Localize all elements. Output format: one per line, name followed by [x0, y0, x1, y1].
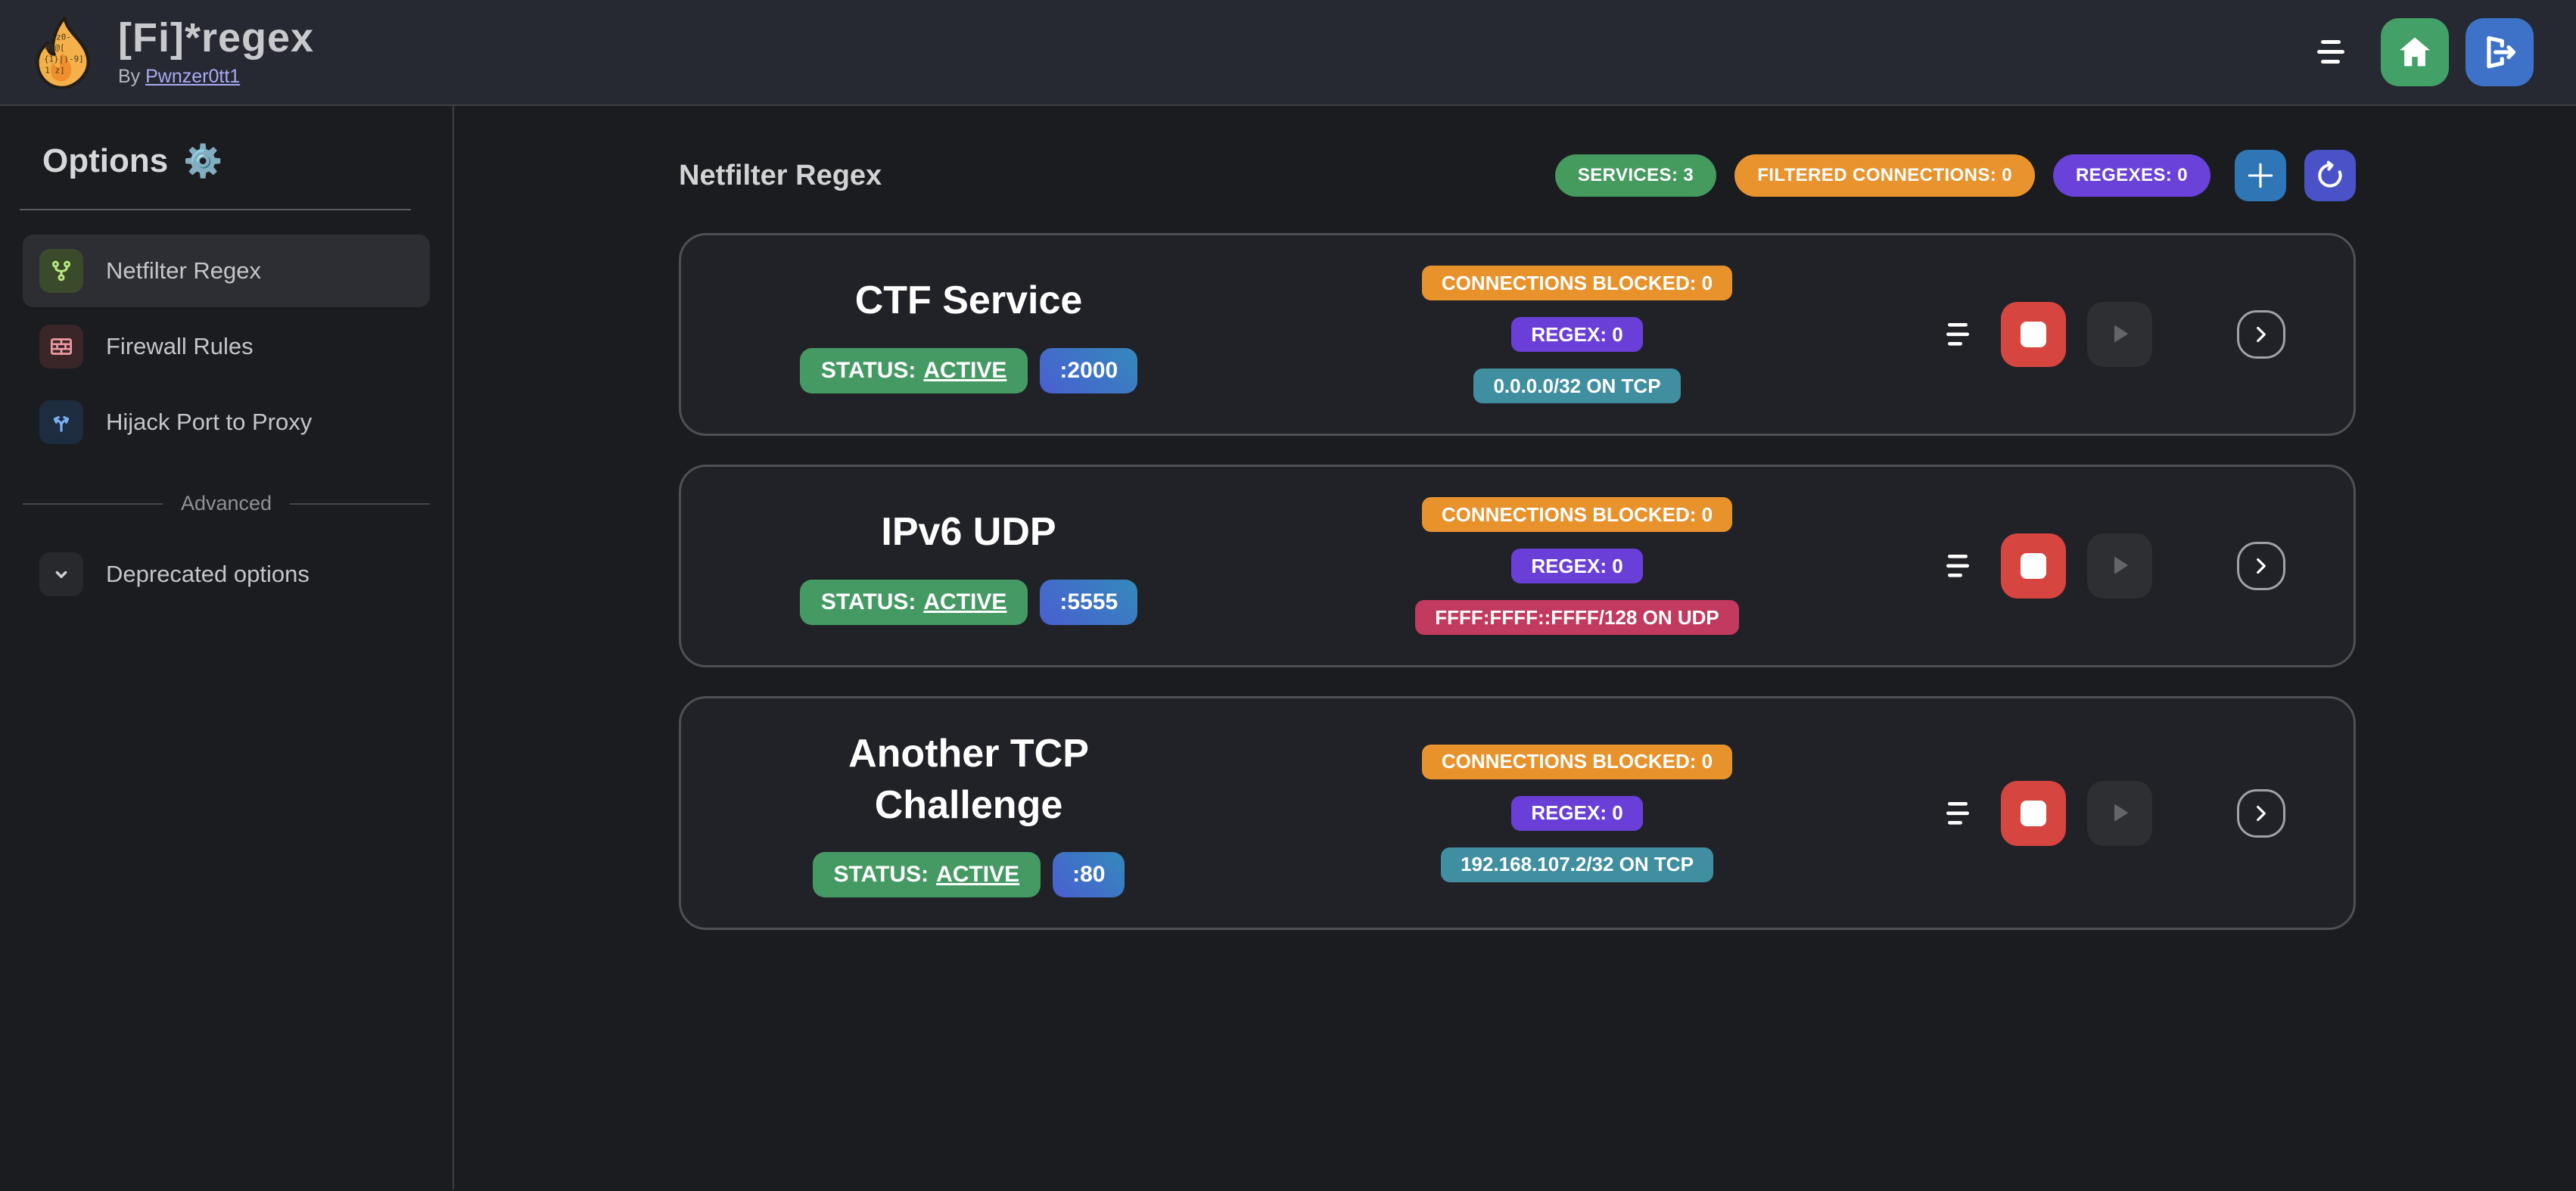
- menu-lines-icon: [1943, 552, 1974, 580]
- firegex-flame-logo: -z0- 0}@[ {1}|)-9] 1 z]: [36, 16, 90, 89]
- chevron-right-icon: [2249, 554, 2273, 578]
- stop-icon: [2021, 322, 2046, 347]
- start-service-button[interactable]: [2087, 780, 2152, 846]
- logout-button[interactable]: [2466, 18, 2534, 86]
- service-menu-button[interactable]: [1943, 321, 1974, 348]
- svg-text:-z0-: -z0-: [51, 33, 71, 42]
- service-name: IPv6 UDP: [881, 510, 1056, 555]
- plus-icon: [2244, 159, 2277, 192]
- port-badge: :2000: [1040, 347, 1138, 393]
- sidebar-item-label: Firewall Rules: [106, 333, 254, 359]
- filtered-connections-badge: FILTERED CONNECTIONS: 0: [1734, 154, 2035, 197]
- sidebar-divider: [20, 209, 411, 210]
- gear-icon: ⚙️: [183, 142, 223, 179]
- service-details-button[interactable]: [2237, 310, 2285, 359]
- service-card: CTF Service STATUS: ACTIVE :2000 CONNECTI…: [679, 233, 2356, 436]
- app-header: -z0- 0}@[ {1}|)-9] 1 z] [Fi]*regex By Pw…: [0, 0, 2576, 106]
- service-name: CTF Service: [854, 278, 1083, 323]
- service-list: CTF Service STATUS: ACTIVE :2000 CONNECTI…: [679, 233, 2356, 931]
- sidebar-item-netfilter-regex[interactable]: Netfilter Regex: [23, 235, 430, 307]
- service-card: IPv6 UDP STATUS: ACTIVE :5555 CONNECTIONS…: [679, 465, 2356, 667]
- regex-count-badge: REGEX: 0: [1511, 317, 1643, 352]
- service-details-button[interactable]: [2237, 788, 2285, 838]
- service-menu-button[interactable]: [1943, 800, 1974, 827]
- refresh-button[interactable]: [2304, 150, 2356, 201]
- chevron-down-icon: [39, 552, 83, 596]
- address-badge: FFFF:FFFF::FFFF/128 ON UDP: [1415, 600, 1739, 635]
- connections-blocked-badge: CONNECTIONS BLOCKED: 0: [1421, 497, 1733, 532]
- svg-text:1 z]: 1 z]: [45, 65, 64, 75]
- sidebar-heading: Options ⚙️: [42, 142, 223, 179]
- connections-blocked-badge: CONNECTIONS BLOCKED: 0: [1421, 744, 1733, 779]
- service-card: Another TCP Challenge STATUS: ACTIVE :80 …: [679, 696, 2356, 931]
- regexes-count-badge: REGEXES: 0: [2052, 154, 2210, 197]
- add-service-button[interactable]: [2235, 150, 2286, 201]
- stop-icon: [2021, 553, 2046, 579]
- home-icon: [2395, 33, 2434, 72]
- service-name: Another TCP Challenge: [848, 732, 1089, 827]
- chevron-right-icon: [2249, 322, 2273, 347]
- sidebar: Options ⚙️ Netfilter Regex: [0, 106, 454, 1189]
- sidebar-item-hijack-port[interactable]: Hijack Port to Proxy: [23, 386, 430, 459]
- regex-count-badge: REGEX: 0: [1511, 549, 1643, 583]
- menu-lines-icon: [1943, 321, 1974, 348]
- app-title: [Fi]*regex: [118, 15, 315, 61]
- play-icon: [2105, 551, 2135, 581]
- git-fork-icon: [39, 249, 83, 293]
- address-badge: 0.0.0.0/32 ON TCP: [1473, 368, 1681, 403]
- header-menu-icon[interactable]: [2314, 38, 2347, 67]
- sidebar-item-label: Deprecated options: [106, 561, 310, 587]
- status-badge: STATUS: ACTIVE: [799, 579, 1028, 625]
- port-badge: :80: [1053, 852, 1125, 898]
- play-icon: [2105, 798, 2135, 829]
- brick-wall-icon: [39, 325, 83, 368]
- stop-icon: [2021, 800, 2046, 826]
- stop-service-button[interactable]: [2001, 533, 2066, 599]
- start-service-button[interactable]: [2087, 533, 2152, 599]
- logout-icon: [2480, 33, 2519, 72]
- page-title: Netfilter Regex: [679, 159, 882, 191]
- status-badge: STATUS: ACTIVE: [812, 852, 1041, 898]
- start-service-button[interactable]: [2087, 302, 2152, 367]
- split-arrows-icon: [39, 400, 83, 444]
- svg-text:{1}|)-9]: {1}|)-9]: [44, 54, 84, 64]
- stop-service-button[interactable]: [2001, 780, 2066, 846]
- connections-blocked-badge: CONNECTIONS BLOCKED: 0: [1421, 266, 1733, 300]
- advanced-divider: Advanced: [23, 492, 430, 515]
- services-count-badge: SERVICES: 3: [1554, 154, 1717, 197]
- main-content: Netfilter Regex SERVICES: 3 FILTERED CON…: [454, 106, 2576, 1189]
- port-badge: :5555: [1040, 579, 1138, 625]
- regex-count-badge: REGEX: 0: [1511, 795, 1643, 831]
- svg-text:0}@[: 0}@[: [45, 42, 64, 52]
- chevron-right-icon: [2249, 801, 2273, 826]
- menu-lines-icon: [1943, 800, 1974, 827]
- sidebar-item-deprecated-options[interactable]: Deprecated options: [23, 538, 430, 611]
- sidebar-item-label: Netfilter Regex: [106, 257, 262, 284]
- sidebar-item-label: Hijack Port to Proxy: [106, 409, 313, 435]
- status-badge: STATUS: ACTIVE: [799, 347, 1028, 393]
- address-badge: 192.168.107.2/32 ON TCP: [1441, 847, 1713, 882]
- author-link[interactable]: Pwnzer0tt1: [145, 65, 241, 87]
- refresh-icon: [2314, 160, 2346, 191]
- service-menu-button[interactable]: [1943, 552, 1974, 580]
- home-button[interactable]: [2381, 18, 2449, 86]
- play-icon: [2105, 319, 2135, 350]
- service-details-button[interactable]: [2237, 542, 2285, 590]
- byline: By Pwnzer0tt1: [118, 65, 241, 87]
- sidebar-item-firewall-rules[interactable]: Firewall Rules: [23, 310, 430, 383]
- stop-service-button[interactable]: [2001, 302, 2066, 367]
